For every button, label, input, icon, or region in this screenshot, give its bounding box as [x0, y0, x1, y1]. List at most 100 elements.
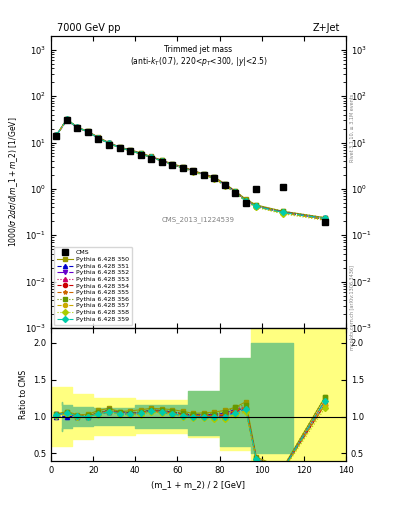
Pythia 6.428 358	[180, 165, 185, 171]
Pythia 6.428 355	[107, 140, 111, 146]
Text: Trimmed jet mass
(anti-$k_T$(0.7), 220<$p_T$<300, $|y|$<2.5): Trimmed jet mass (anti-$k_T$(0.7), 220<$…	[130, 45, 267, 69]
Pythia 6.428 358	[222, 183, 227, 189]
Pythia 6.428 354	[159, 158, 164, 164]
Line: Pythia 6.428 359: Pythia 6.428 359	[54, 117, 327, 221]
Pythia 6.428 354	[64, 117, 69, 123]
Pythia 6.428 351	[64, 117, 69, 123]
Pythia 6.428 354	[244, 198, 248, 204]
Pythia 6.428 356	[280, 208, 285, 215]
Pythia 6.428 354	[54, 133, 59, 139]
Pythia 6.428 357	[233, 189, 238, 196]
CMS	[86, 129, 90, 135]
Pythia 6.428 358	[191, 168, 196, 175]
Pythia 6.428 357	[96, 135, 101, 141]
Pythia 6.428 351	[233, 188, 238, 195]
CMS	[128, 148, 132, 154]
Pythia 6.428 356	[191, 167, 196, 174]
Pythia 6.428 356	[170, 161, 174, 167]
CMS	[149, 156, 153, 162]
Pythia 6.428 356	[233, 188, 238, 194]
Pythia 6.428 353	[201, 172, 206, 178]
Pythia 6.428 353	[244, 197, 248, 203]
Pythia 6.428 354	[138, 151, 143, 157]
Text: Rivet 3.1.10, ≥ 3.1M events: Rivet 3.1.10, ≥ 3.1M events	[350, 94, 355, 162]
Pythia 6.428 351	[191, 168, 196, 174]
Pythia 6.428 357	[170, 162, 174, 168]
Pythia 6.428 350	[159, 157, 164, 163]
Pythia 6.428 350	[322, 215, 327, 221]
CMS	[138, 152, 143, 158]
Pythia 6.428 352	[254, 203, 259, 209]
Pythia 6.428 358	[170, 162, 174, 168]
Pythia 6.428 357	[222, 182, 227, 188]
Line: Pythia 6.428 354: Pythia 6.428 354	[54, 118, 327, 222]
Pythia 6.428 358	[96, 135, 101, 141]
Pythia 6.428 351	[96, 135, 101, 141]
Pythia 6.428 354	[86, 129, 90, 135]
Pythia 6.428 350	[254, 202, 259, 208]
Pythia 6.428 355	[222, 182, 227, 188]
Pythia 6.428 351	[180, 164, 185, 170]
Line: Pythia 6.428 350: Pythia 6.428 350	[54, 117, 327, 220]
Pythia 6.428 357	[322, 216, 327, 222]
Pythia 6.428 350	[107, 139, 111, 145]
Pythia 6.428 353	[75, 124, 80, 131]
Pythia 6.428 359	[322, 216, 327, 222]
CMS	[107, 142, 111, 148]
Pythia 6.428 350	[138, 150, 143, 156]
Pythia 6.428 356	[107, 140, 111, 146]
Pythia 6.428 353	[191, 168, 196, 174]
Pythia 6.428 354	[201, 172, 206, 178]
Pythia 6.428 352	[117, 144, 122, 151]
CMS	[233, 190, 238, 197]
Y-axis label: Ratio to CMS: Ratio to CMS	[18, 370, 28, 419]
Pythia 6.428 359	[244, 198, 248, 204]
Pythia 6.428 355	[280, 209, 285, 216]
Pythia 6.428 350	[201, 171, 206, 177]
Pythia 6.428 359	[138, 151, 143, 157]
Pythia 6.428 357	[64, 117, 69, 123]
Pythia 6.428 353	[107, 140, 111, 146]
Pythia 6.428 358	[128, 148, 132, 154]
CMS	[180, 165, 185, 171]
Pythia 6.428 351	[159, 157, 164, 163]
Pythia 6.428 358	[212, 176, 217, 182]
Pythia 6.428 353	[159, 157, 164, 163]
Pythia 6.428 355	[233, 188, 238, 195]
Pythia 6.428 350	[280, 208, 285, 215]
Pythia 6.428 353	[322, 216, 327, 222]
Line: Pythia 6.428 358: Pythia 6.428 358	[54, 118, 327, 222]
Pythia 6.428 352	[244, 198, 248, 204]
Pythia 6.428 351	[149, 154, 153, 160]
Y-axis label: $1000/\sigma\,2d\sigma/d(m\_1 + m\_2)$ [1/GeV]: $1000/\sigma\,2d\sigma/d(m\_1 + m\_2)$ […	[7, 117, 20, 247]
Pythia 6.428 357	[254, 204, 259, 210]
Pythia 6.428 358	[280, 211, 285, 217]
Pythia 6.428 352	[201, 172, 206, 178]
Pythia 6.428 351	[212, 175, 217, 181]
CMS	[191, 168, 196, 175]
Pythia 6.428 351	[75, 124, 80, 131]
Pythia 6.428 355	[149, 154, 153, 160]
CMS	[64, 117, 69, 123]
Pythia 6.428 359	[201, 172, 206, 178]
Line: Pythia 6.428 353: Pythia 6.428 353	[54, 117, 327, 221]
Pythia 6.428 356	[54, 132, 59, 138]
Pythia 6.428 358	[201, 173, 206, 179]
Pythia 6.428 359	[75, 124, 80, 131]
Pythia 6.428 357	[159, 158, 164, 164]
Pythia 6.428 357	[117, 144, 122, 151]
Pythia 6.428 355	[159, 158, 164, 164]
Pythia 6.428 354	[280, 209, 285, 216]
Pythia 6.428 359	[64, 116, 69, 122]
Pythia 6.428 354	[322, 216, 327, 222]
Pythia 6.428 353	[117, 144, 122, 151]
Pythia 6.428 357	[128, 147, 132, 154]
Pythia 6.428 354	[170, 161, 174, 167]
Text: 7000 GeV pp: 7000 GeV pp	[57, 23, 121, 33]
Text: CMS_2013_I1224539: CMS_2013_I1224539	[162, 217, 235, 223]
Pythia 6.428 350	[180, 164, 185, 170]
Pythia 6.428 356	[322, 215, 327, 221]
Pythia 6.428 359	[233, 189, 238, 196]
Pythia 6.428 353	[96, 135, 101, 141]
Pythia 6.428 353	[170, 161, 174, 167]
